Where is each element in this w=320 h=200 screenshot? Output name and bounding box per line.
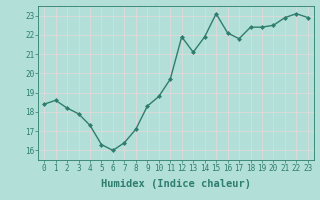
X-axis label: Humidex (Indice chaleur): Humidex (Indice chaleur) bbox=[101, 179, 251, 189]
